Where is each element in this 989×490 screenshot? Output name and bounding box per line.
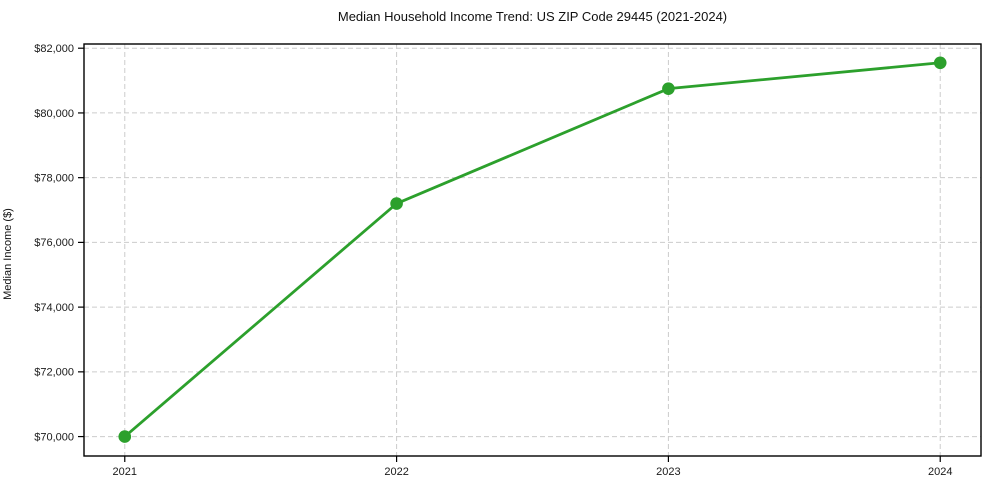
x-tick-label: 2024: [928, 466, 952, 478]
data-point-2021: [118, 430, 132, 443]
x-tick-label: 2021: [113, 466, 137, 478]
x-tick-label: 2023: [656, 466, 680, 478]
data-point-2022: [390, 197, 403, 210]
y-tick-label: $74,000: [34, 302, 74, 314]
plot-frame: [83, 43, 982, 457]
y-tick-label: $76,000: [34, 237, 74, 249]
y-tick-label: $78,000: [34, 173, 74, 185]
y-tick-label: $80,000: [34, 108, 74, 120]
x-tick-label: 2022: [384, 466, 408, 478]
chart-title: Median Household Income Trend: US ZIP Co…: [337, 9, 728, 24]
data-point-2024: [933, 56, 947, 70]
y-tick-label: $70,000: [34, 431, 74, 443]
y-tick-label: $82,000: [34, 43, 74, 55]
data-point-2023: [662, 82, 675, 95]
y-tick-label: $72,000: [34, 367, 74, 379]
trend-line: [123, 61, 942, 438]
